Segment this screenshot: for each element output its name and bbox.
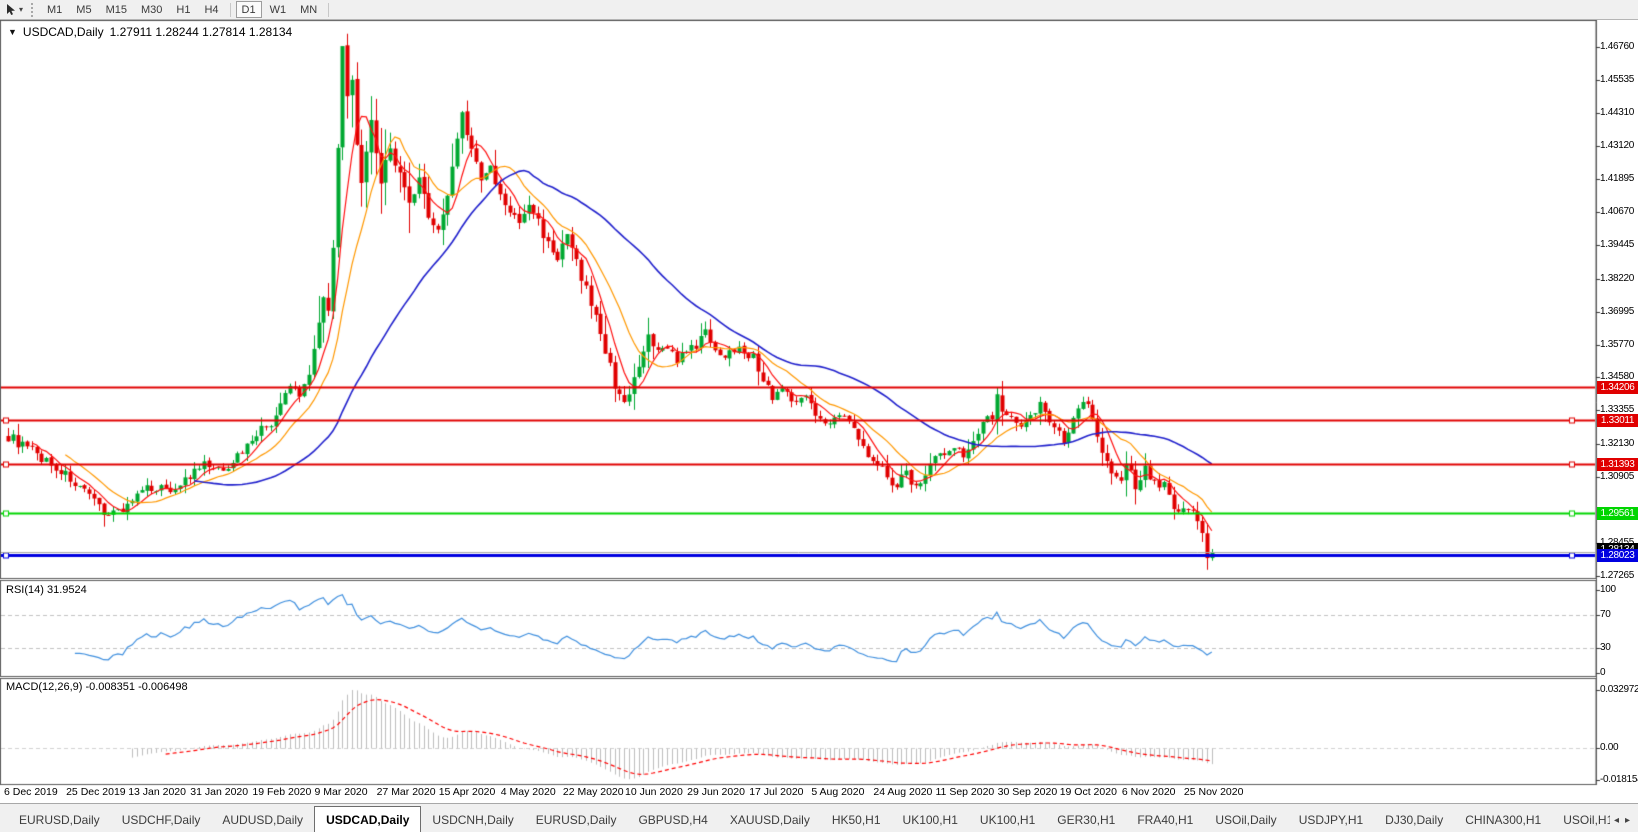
rsi-axis-tick: 70 (1600, 608, 1611, 620)
toolbar-grip[interactable] (31, 2, 36, 17)
y-axis-tick: 1.32130 (1600, 437, 1635, 449)
y-axis-tick: 1.34580 (1600, 371, 1635, 383)
hline-price-tag: 1.28023 (1597, 549, 1638, 563)
cursor-icon (7, 3, 15, 15)
macd-axis-tick: 0.00 (1600, 742, 1619, 753)
macd-axis-tick: -0.018154 (1600, 773, 1638, 785)
chart-tab-USDCNH-Daily[interactable]: USDCNH,Daily (432, 812, 514, 827)
x-axis-date: 5 Aug 2020 (811, 786, 865, 798)
macd-indicator-label: MACD(12,26,9) -0.008351 -0.006498 (6, 681, 188, 693)
toolbar-separator (328, 2, 330, 17)
chart-symbol-label: USDCAD,Daily (22, 25, 104, 39)
rsi-axis-tick: 30 (1600, 642, 1611, 654)
hline-price-tag: 1.31393 (1597, 457, 1638, 471)
tab-scroll-left-icon[interactable]: ◂ (1613, 815, 1619, 826)
timeframe-button-M1[interactable]: M1 (47, 3, 63, 16)
chart-dropdown-icon[interactable]: ▼ (8, 27, 17, 37)
y-axis-tick: 1.39445 (1600, 239, 1635, 251)
tab-scroll-arrows: ◂ ▸ (1610, 816, 1638, 832)
cursor-tool-button[interactable]: ▾ (0, 0, 29, 19)
x-axis-date: 22 May 2020 (562, 786, 624, 798)
rsi-indicator-label: RSI(14) 31.9524 (6, 584, 87, 596)
chart-tab-USOil-Daily[interactable]: USOil,Daily (1215, 812, 1277, 827)
y-axis-tick: 1.27265 (1600, 569, 1635, 581)
x-axis-date: 27 Mar 2020 (376, 786, 436, 798)
y-axis-tick: 1.45535 (1600, 74, 1635, 86)
x-axis-date: 10 Jun 2020 (625, 786, 683, 798)
x-axis-date: 17 Jul 2020 (749, 786, 804, 798)
x-axis-date: 31 Jan 2020 (190, 786, 249, 798)
rsi-axis-tick: 100 (1600, 584, 1616, 595)
y-axis-tick: 1.46760 (1600, 41, 1635, 52)
chart-tab-GBPUSD-H4[interactable]: GBPUSD,H4 (638, 812, 708, 827)
chart-area: ▼ USDCAD,Daily 1.27911 1.28244 1.27814 1… (0, 20, 1638, 803)
chart-tab-EURUSD-Daily[interactable]: EURUSD,Daily (19, 812, 100, 827)
timeframe-button-H1[interactable]: H1 (176, 3, 191, 16)
rsi-axis-tick: 0 (1600, 667, 1606, 678)
timeframe-buttons: M1 M5 M15 M30 H1 H4 D1 W1 MN (40, 0, 333, 19)
chart-tab-USDCHF-Daily[interactable]: USDCHF,Daily (121, 812, 201, 827)
x-axis-date: 9 Mar 2020 (314, 786, 368, 798)
timeframe-button-MN[interactable]: MN (300, 3, 318, 16)
hline-price-tag: 1.34206 (1597, 381, 1638, 395)
x-axis-date: 30 Sep 2020 (997, 786, 1058, 798)
chart-tab-USOil-H1[interactable]: USOil,H1 (1563, 812, 1610, 827)
timeframe-button-M30[interactable]: M30 (140, 3, 163, 16)
timeframe-button-H4[interactable]: H4 (204, 3, 219, 16)
chart-tab-UK100-H1[interactable]: UK100,H1 (902, 812, 958, 827)
timeframe-button-M15[interactable]: M15 (105, 3, 127, 16)
chart-title: ▼ USDCAD,Daily 1.27911 1.28244 1.27814 1… (8, 25, 292, 39)
x-axis-date: 25 Nov 2020 (1183, 786, 1244, 798)
timeframe-toolbar: ▾ M1 M5 M15 M30 H1 H4 D1 W1 MN (0, 0, 1638, 20)
macd-axis-tick: 0.032972 (1600, 684, 1638, 695)
symbol-tabs: EURUSD,Daily USDCHF,Daily AUDUSD,Daily USDC… (0, 804, 1610, 832)
timeframe-button-W1[interactable]: W1 (269, 3, 287, 16)
y-axis-tick: 1.28455 (1600, 537, 1637, 548)
y-axis-tick: 1.36995 (1600, 305, 1635, 317)
x-axis-date: 25 Dec 2019 (66, 786, 126, 798)
x-axis-date: 6 Nov 2020 (1121, 786, 1176, 798)
toolbar-separator (229, 2, 231, 17)
chart-ohlc-values: 1.27911 1.28244 1.27814 1.28134 (109, 25, 293, 39)
hline-price-tag: 1.33011 (1597, 413, 1638, 427)
x-axis-date: 29 Jun 2020 (687, 786, 745, 798)
chart-tab-EURUSD-Daily[interactable]: EURUSD,Daily (535, 812, 617, 827)
x-axis-date: 19 Oct 2020 (1059, 786, 1117, 798)
y-axis-tick: 1.40670 (1600, 206, 1635, 218)
y-axis-tick: 1.44310 (1600, 107, 1635, 119)
chart-tab-USDCAD-Daily[interactable]: USDCAD,Daily (314, 806, 422, 832)
chart-tab-GER30-H1[interactable]: GER30,H1 (1057, 812, 1116, 827)
x-axis-date: 11 Sep 2020 (935, 786, 995, 798)
tab-scroll-right-icon[interactable]: ▸ (1624, 815, 1630, 826)
chart-tab-HK50-H1[interactable]: HK50,H1 (831, 812, 881, 827)
timeframe-button-M5[interactable]: M5 (76, 3, 92, 16)
chart-tab-FRA40-H1[interactable]: FRA40,H1 (1137, 812, 1194, 827)
y-axis-tick: 1.30905 (1600, 470, 1635, 482)
x-axis-date: 24 Aug 2020 (873, 786, 933, 798)
y-axis-tick: 1.35770 (1600, 338, 1635, 350)
chart-tab-CHINA300-H1[interactable]: CHINA300,H1 (1465, 812, 1542, 827)
x-axis-date: 6 Dec 2019 (4, 786, 58, 798)
hline-price-tag: 1.29561 (1597, 507, 1638, 521)
x-axis-date: 13 Jan 2020 (128, 786, 186, 798)
chart-tab-USDJPY-H1[interactable]: USDJPY,H1 (1298, 812, 1364, 827)
y-axis-tick: 1.33355 (1600, 404, 1635, 416)
x-axis-date: 19 Feb 2020 (252, 786, 312, 798)
x-axis-date: 15 Apr 2020 (438, 786, 496, 798)
chart-tab-UK100-H1[interactable]: UK100,H1 (979, 812, 1036, 827)
y-axis-tick: 1.41895 (1600, 172, 1635, 184)
y-axis-tick: 1.38220 (1600, 272, 1635, 284)
timeframe-button-D1[interactable]: D1 (235, 1, 262, 18)
dropdown-caret-icon: ▾ (19, 4, 24, 14)
x-axis-date: 4 May 2020 (500, 786, 556, 798)
chart-tab-DJ30-Daily[interactable]: DJ30,Daily (1385, 812, 1444, 827)
y-axis-tick: 1.43120 (1600, 139, 1635, 151)
chart-tab-AUDUSD-Daily[interactable]: AUDUSD,Daily (222, 812, 304, 827)
chart-canvas[interactable] (0, 20, 1638, 803)
chart-tab-XAUUSD-Daily[interactable]: XAUUSD,Daily (729, 812, 810, 827)
symbol-tab-bar: EURUSD,Daily USDCHF,Daily AUDUSD,Daily USDC… (0, 803, 1638, 832)
